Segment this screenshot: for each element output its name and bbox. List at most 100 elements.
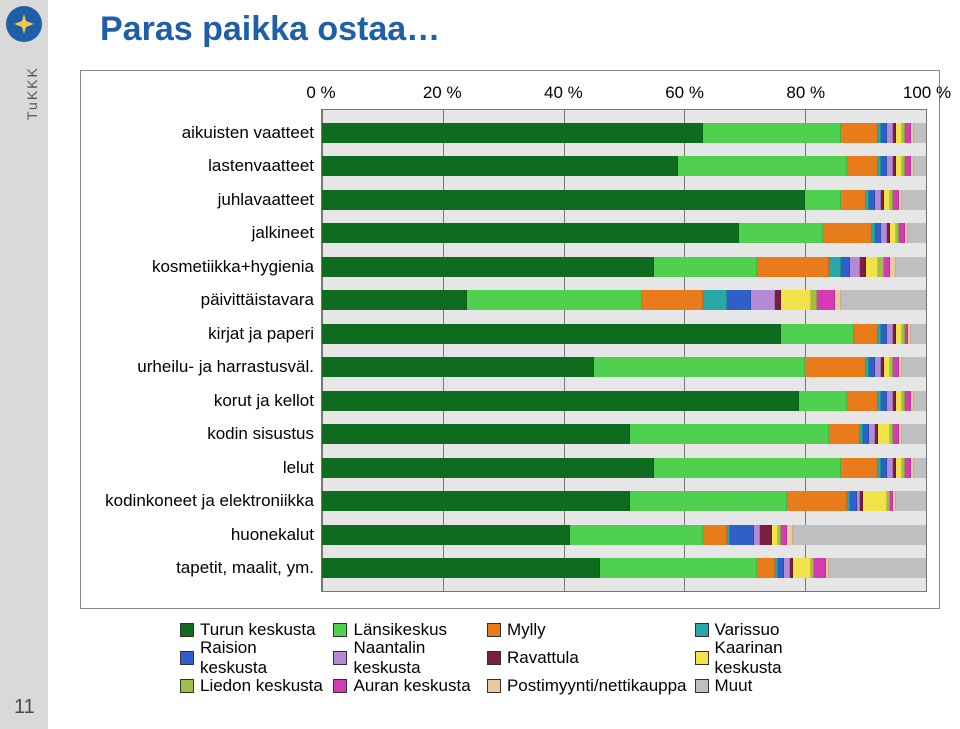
bar-segment — [600, 558, 757, 578]
bar-segment — [322, 290, 467, 310]
category-label: lastenvaatteet — [94, 156, 322, 176]
legend-label: Turun keskusta — [200, 620, 316, 640]
bar-segment — [678, 156, 847, 176]
axis-tick-label: 0 % — [306, 83, 335, 103]
bar-segment — [914, 458, 926, 478]
bar-segment — [703, 290, 727, 310]
legend-swatch — [333, 679, 347, 693]
stacked-bar-chart: 0 %20 %40 %60 %80 %100 %aikuisten vaatte… — [93, 81, 927, 598]
bar-segment — [829, 424, 859, 444]
axis-tick-label: 80 % — [786, 83, 825, 103]
stacked-bar — [322, 491, 926, 511]
category-label: kosmetiikka+hygienia — [94, 257, 322, 277]
bar-segment — [829, 558, 926, 578]
chart-row: jalkineet — [322, 221, 926, 245]
bar-segment — [322, 391, 799, 411]
bar-segment — [908, 223, 926, 243]
legend-label: Kaarinan keskusta — [715, 638, 840, 678]
legend-item: Postimyynti/nettikauppa — [487, 673, 687, 699]
stacked-bar — [322, 424, 926, 444]
logo-badge — [6, 6, 42, 42]
bar-segment — [322, 324, 781, 344]
bar-segment — [322, 491, 630, 511]
bar-segment — [594, 357, 805, 377]
bar-segment — [757, 558, 775, 578]
bar-segment — [814, 558, 826, 578]
legend-item: Raision keskusta — [180, 645, 325, 671]
slide-title: Paras paikka ostaa… — [100, 10, 940, 49]
bar-segment — [793, 558, 811, 578]
bar-segment — [654, 257, 757, 277]
legend-swatch — [180, 651, 194, 665]
bar-segment — [896, 257, 926, 277]
legend-swatch — [487, 651, 501, 665]
bar-segment — [630, 491, 787, 511]
bar-segment — [760, 525, 772, 545]
bar-segment — [654, 458, 841, 478]
bar-segment — [878, 424, 890, 444]
category-label: päivittäistavara — [94, 290, 322, 310]
axis-tick-label: 40 % — [544, 83, 583, 103]
category-label: aikuisten vaatteet — [94, 123, 322, 143]
bar-segment — [841, 458, 877, 478]
legend-label: Mylly — [507, 620, 546, 640]
bar-segment — [727, 290, 751, 310]
chart-row: kirjat ja paperi — [322, 322, 926, 346]
bar-segment — [781, 290, 811, 310]
bar-segment — [854, 324, 878, 344]
bar-segment — [902, 190, 926, 210]
axis-tick-label: 60 % — [665, 83, 704, 103]
chart-row: päivittäistavara — [322, 288, 926, 312]
gridline — [926, 110, 927, 591]
bar-segment — [847, 391, 877, 411]
chart-row: lelut — [322, 456, 926, 480]
bar-segment — [322, 156, 678, 176]
bar-segment — [739, 223, 824, 243]
bar-segment — [322, 123, 703, 143]
stacked-bar — [322, 123, 926, 143]
category-label: juhlavaatteet — [94, 190, 322, 210]
bar-segment — [322, 525, 570, 545]
chart-row: kosmetiikka+hygienia — [322, 255, 926, 279]
bar-segment — [914, 123, 926, 143]
stacked-bar — [322, 190, 926, 210]
bar-segment — [799, 391, 847, 411]
category-label: urheilu- ja harrastusväl. — [94, 357, 322, 377]
bar-segment — [914, 156, 926, 176]
category-label: lelut — [94, 458, 322, 478]
bar-segment — [841, 123, 877, 143]
bar-segment — [902, 424, 926, 444]
legend-label: Ravattula — [507, 648, 579, 668]
bar-segment — [914, 391, 926, 411]
category-label: huonekalut — [94, 525, 322, 545]
legend-swatch — [695, 651, 709, 665]
legend-item: Auran keskusta — [333, 673, 478, 699]
side-strip: TuKKK 11 — [0, 0, 48, 729]
category-label: kirjat ja paperi — [94, 324, 322, 344]
bar-segment — [730, 525, 754, 545]
category-label: jalkineet — [94, 223, 322, 243]
bar-segment — [847, 156, 877, 176]
stacked-bar — [322, 257, 926, 277]
bar-segment — [805, 190, 841, 210]
bar-segment — [866, 257, 878, 277]
legend-item: Kaarinan keskusta — [695, 645, 840, 671]
bar-segment — [630, 424, 829, 444]
legend-item: Naantalin keskusta — [333, 645, 478, 671]
bar-segment — [322, 458, 654, 478]
legend-label: Muut — [715, 676, 753, 696]
legend-swatch — [333, 623, 347, 637]
bar-segment — [850, 257, 859, 277]
chart-row: huonekalut — [322, 523, 926, 547]
slide-number: 11 — [14, 696, 35, 719]
bar-segment — [863, 491, 887, 511]
bar-segment — [322, 357, 594, 377]
bar-segment — [841, 257, 850, 277]
legend-swatch — [180, 623, 194, 637]
chart-row: aikuisten vaatteet — [322, 121, 926, 145]
legend-item: Muut — [695, 673, 840, 699]
legend-swatch — [695, 623, 709, 637]
bar-segment — [841, 290, 926, 310]
bar-segment — [703, 525, 727, 545]
legend-label: Naantalin keskusta — [353, 638, 478, 678]
